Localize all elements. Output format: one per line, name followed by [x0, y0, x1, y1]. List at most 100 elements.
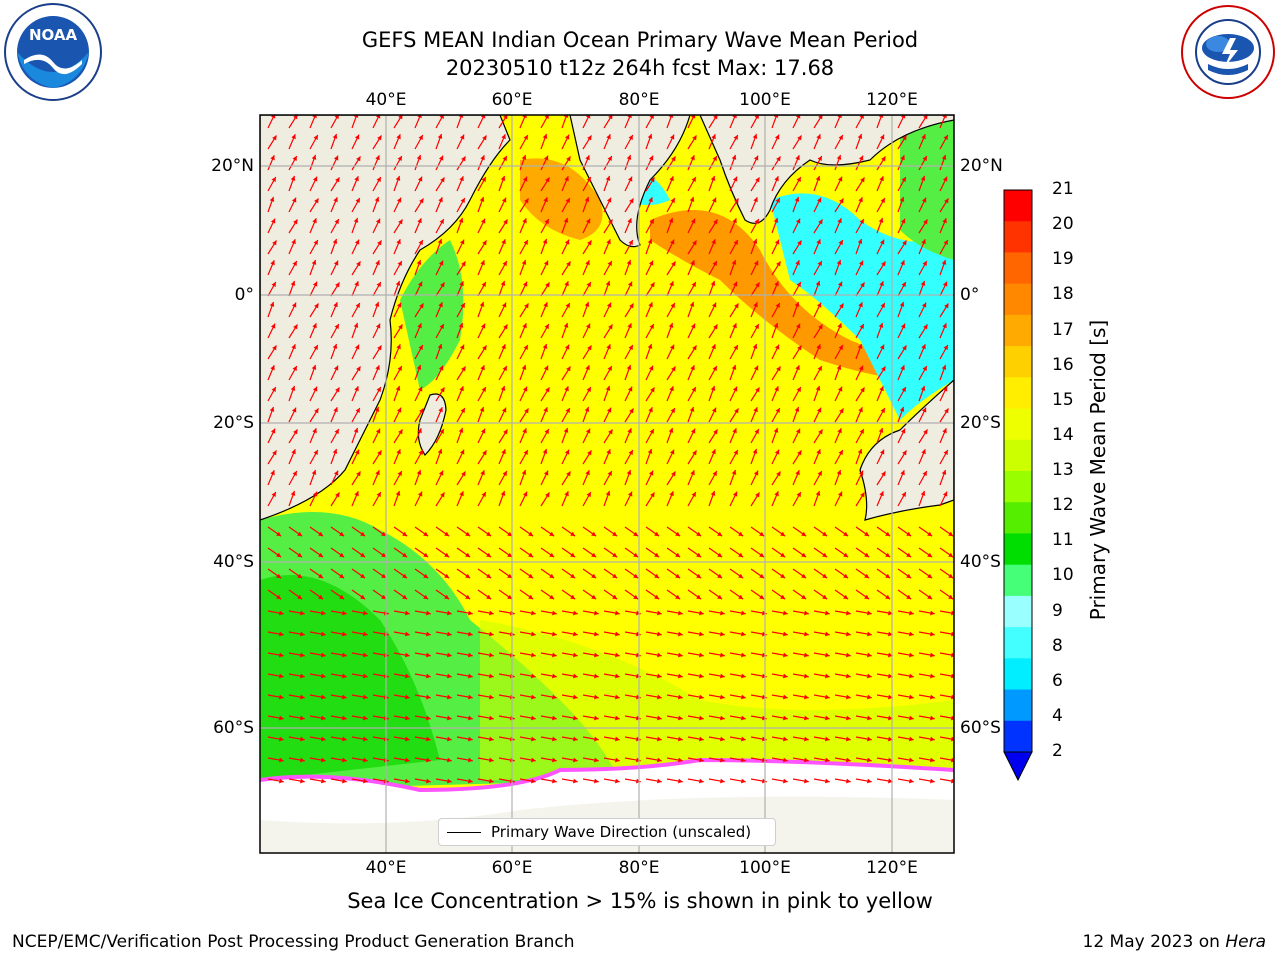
wave-arrow-head	[381, 552, 387, 558]
wave-arrow-head	[297, 594, 303, 600]
wave-arrow-head	[573, 778, 578, 784]
title-line-2: 20230510 t12z 264h fcst Max: 17.68	[445, 56, 835, 80]
wave-arrow-head	[269, 406, 275, 412]
wave-arrow-head	[888, 631, 893, 637]
lat-label-right-20s: 20°S	[960, 413, 1001, 433]
wave-arrow-head	[321, 757, 326, 763]
wave-arrow-head	[297, 531, 303, 537]
wave-arrow-head	[573, 652, 578, 658]
wave-arrow-head	[507, 552, 513, 558]
wave-arrow-head	[353, 217, 359, 223]
wave-arrow-head	[396, 302, 402, 308]
wave-arrow-head	[363, 736, 368, 742]
colorbar-tick-label: 9	[1052, 600, 1063, 621]
wave-arrow-head	[773, 217, 779, 223]
wave-arrow-head	[339, 531, 345, 537]
wave-arrow-head	[691, 387, 696, 393]
wave-arrow-head	[439, 324, 444, 330]
wave-arrow-head	[657, 694, 662, 700]
wave-arrow-head	[607, 366, 612, 372]
wave-arrow-head	[438, 407, 443, 413]
wave-arrow-head	[837, 386, 843, 392]
colorbar-tick-label: 6	[1052, 670, 1063, 691]
wave-arrow-head	[312, 491, 318, 497]
colorbar-tick-label: 15	[1052, 389, 1074, 410]
wave-arrow-head	[885, 531, 891, 537]
wave-arrow-head	[342, 610, 347, 616]
wave-arrow-head	[461, 261, 466, 267]
wave-arrow-head	[333, 260, 339, 266]
lat-label-right-20n: 20°N	[960, 156, 1003, 176]
wave-arrow-head	[270, 323, 276, 329]
wave-arrow-head	[711, 344, 716, 350]
wave-arrow-head	[585, 428, 591, 434]
wave-arrow-head	[858, 302, 863, 308]
wave-arrow-head	[901, 387, 906, 393]
wave-arrow-head	[754, 324, 759, 330]
wave-arrow-head	[795, 260, 800, 266]
wave-arrow-head	[857, 343, 863, 349]
wave-arrow-head	[943, 450, 948, 456]
wave-arrow-head	[531, 736, 536, 742]
wave-arrow-head	[480, 470, 485, 476]
wave-arrow-head	[678, 673, 683, 679]
wave-arrow-head	[342, 694, 347, 700]
wave-arrow-head	[375, 260, 380, 266]
wave-arrow-head	[460, 303, 465, 309]
wave-arrow-head	[585, 365, 590, 371]
wave-arrow-head	[690, 115, 696, 119]
wave-arrow-head	[713, 429, 718, 435]
wave-arrow-head	[417, 491, 423, 497]
wave-arrow-head	[419, 198, 424, 204]
wave-arrow-head	[272, 240, 277, 246]
wave-arrow-head	[314, 408, 319, 414]
wave-arrow-head	[712, 261, 717, 267]
wave-arrow-head	[465, 552, 471, 558]
wave-arrow-head	[279, 778, 284, 784]
wave-arrow-head	[921, 344, 926, 350]
wave-arrow-head	[804, 778, 809, 784]
wave-arrow-head	[459, 281, 464, 287]
wave-arrow-head	[783, 736, 788, 742]
wave-arrow-head	[941, 469, 947, 475]
wave-arrow-head	[795, 218, 801, 224]
wave-arrow-head	[489, 757, 494, 763]
wave-arrow-head	[797, 135, 802, 141]
wave-arrow-head	[930, 778, 935, 784]
wave-arrow-head	[291, 302, 297, 308]
wave-arrow-head	[270, 115, 276, 119]
wave-arrow-head	[300, 778, 305, 784]
wave-arrow-head	[479, 301, 485, 307]
wave-arrow-head	[649, 219, 654, 225]
wave-arrow-head	[867, 694, 872, 700]
wave-arrow-head	[825, 610, 830, 616]
wave-arrow-head	[944, 198, 949, 204]
wave-arrow-head	[552, 694, 557, 700]
wave-arrow-head	[501, 407, 507, 413]
wave-arrow-head	[458, 322, 464, 328]
wave-arrow-head	[271, 282, 276, 288]
wave-arrow-head	[300, 736, 305, 742]
wave-arrow-head	[293, 429, 298, 435]
wave-arrow-head	[921, 197, 927, 203]
wave-arrow-head	[942, 218, 947, 224]
wave-arrow-head	[377, 240, 382, 246]
wave-arrow-head	[762, 757, 767, 763]
wave-arrow-head	[612, 594, 618, 600]
wave-arrow-head	[297, 573, 303, 579]
wave-arrow-head	[650, 282, 655, 288]
wave-arrow-head	[438, 197, 443, 203]
wave-arrow-head	[858, 260, 864, 266]
wave-arrow-head	[544, 429, 549, 435]
wave-arrow-head	[627, 386, 633, 392]
wave-arrow-head	[669, 449, 675, 455]
wave-arrow-head	[678, 610, 683, 616]
wave-arrow-head	[465, 531, 471, 537]
wave-arrow-head	[650, 177, 655, 183]
wave-arrow-head	[909, 652, 914, 658]
wave-arrow-head	[762, 778, 767, 784]
wave-arrow-head	[447, 736, 452, 742]
wave-arrow-head	[395, 490, 401, 496]
colorbar-tick-label: 21	[1052, 179, 1074, 199]
wave-arrow-head	[627, 491, 633, 497]
